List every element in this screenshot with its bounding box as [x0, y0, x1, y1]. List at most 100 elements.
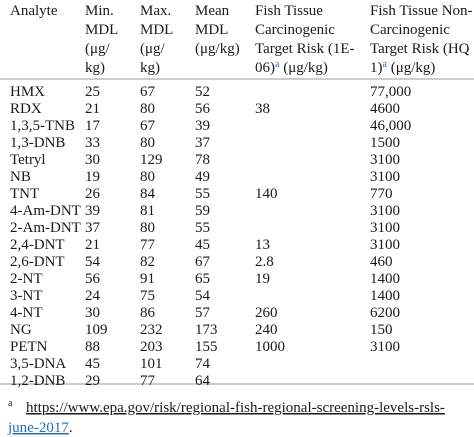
header-text: Carcinogenic	[370, 22, 450, 38]
cell-value: 86	[140, 305, 156, 321]
cell-value: 2.8	[255, 254, 274, 270]
cell-value: 80	[140, 169, 155, 185]
cell-value: 55	[195, 220, 210, 236]
header-text: 1)a (μg/kg)	[370, 59, 435, 76]
header-text: (μg/kg)	[279, 60, 327, 76]
cell-value: 203	[140, 339, 163, 355]
cell-value: 30	[85, 305, 100, 321]
analyte-name: 2-NT	[10, 271, 43, 287]
cell-value: 21	[85, 101, 100, 117]
cell-value: 39	[195, 118, 210, 134]
cell-value: 56	[85, 271, 101, 287]
cell-value: 54	[195, 288, 211, 304]
footnote-link: june-2017.	[7, 420, 73, 436]
header-text: Max.	[140, 3, 171, 19]
header-text: (μg/	[140, 41, 166, 57]
analyte-name: 2,6-DNT	[10, 254, 65, 270]
cell-value: 4600	[370, 101, 400, 117]
analyte-name: 1,3,5-TNB	[10, 118, 75, 134]
cell-value: 67	[140, 118, 156, 134]
footnote-marker: a	[275, 59, 280, 70]
cell-value: 19	[85, 169, 100, 185]
cell-value: 57	[195, 305, 211, 321]
cell-value: 1400	[370, 271, 400, 287]
analyte-name: RDX	[10, 101, 42, 117]
analyte-name: 3,5-DNA	[10, 356, 66, 372]
header-text: Min.	[85, 3, 114, 19]
header-text: kg)	[85, 60, 105, 76]
cell-value: 77	[140, 373, 156, 389]
cell-value: 55	[195, 186, 210, 202]
cell-value: 38	[255, 101, 270, 117]
cell-value: 17	[85, 118, 101, 134]
cell-value: 6200	[370, 305, 400, 321]
cell-value: 150	[370, 322, 393, 338]
cell-value: 59	[195, 203, 210, 219]
cell-value: 21	[85, 237, 100, 253]
cell-value: 74	[195, 356, 211, 372]
cell-value: 1000	[255, 339, 285, 355]
header-text: Mean	[195, 3, 230, 19]
cell-value: 54	[85, 254, 101, 270]
analyte-name: 4-NT	[10, 305, 43, 321]
cell-value: 101	[140, 356, 163, 372]
analyte-name: HMX	[10, 84, 45, 100]
cell-value: 155	[195, 339, 218, 355]
cell-value: 91	[140, 271, 155, 287]
analyte-name: 1,3-DNB	[10, 135, 65, 151]
cell-value: 45	[85, 356, 100, 372]
header-text: Target Risk (HQ =	[370, 41, 474, 57]
analyte-name: 3-NT	[10, 288, 43, 304]
header-text: Fish Tissue Non-	[370, 3, 473, 19]
cell-value: 82	[140, 254, 155, 270]
cell-value: 260	[255, 305, 278, 321]
analyte-name: NB	[10, 169, 31, 185]
cell-value: 26	[85, 186, 101, 202]
cell-value: 78	[195, 152, 210, 168]
cell-value: 140	[255, 186, 278, 202]
header-text: Target Risk (1E-	[255, 41, 355, 57]
cell-value: 45	[195, 237, 210, 253]
cell-value: 19	[255, 271, 270, 287]
cell-value: 173	[195, 322, 218, 338]
footnote-marker: a	[383, 59, 388, 70]
cell-value: 3100	[370, 237, 400, 253]
analyte-name: Tetryl	[10, 152, 46, 168]
cell-value: 129	[140, 152, 163, 168]
footnote-link: june-2017	[7, 420, 69, 436]
cell-value: 1500	[370, 135, 400, 151]
cell-value: 25	[85, 84, 100, 100]
header-text: kg)	[140, 60, 160, 76]
cell-value: 240	[255, 322, 278, 338]
cell-value: 37	[195, 135, 211, 151]
header-text: Carcinogenic	[255, 22, 335, 38]
cell-value: 29	[85, 373, 100, 389]
cell-value: 460	[370, 254, 393, 270]
cell-value: 67	[140, 84, 156, 100]
cell-value: 46,000	[370, 118, 411, 134]
header-text: 1)	[370, 60, 383, 76]
cell-value: 88	[85, 339, 100, 355]
cell-value: 39	[85, 203, 100, 219]
cell-value: 80	[140, 101, 155, 117]
footnote-marker: a	[8, 398, 13, 409]
analyte-name: 2,4-DNT	[10, 237, 65, 253]
cell-value: 3100	[370, 220, 400, 236]
cell-value: 33	[85, 135, 100, 151]
cell-value: 56	[195, 101, 211, 117]
footnote-link: https://www.epa.gov/risk/regional-fish-r…	[26, 400, 445, 416]
footnote-text: .	[69, 420, 73, 436]
cell-value: 84	[140, 186, 156, 202]
header-text: MDL	[85, 22, 118, 38]
cell-value: 3100	[370, 152, 400, 168]
cell-value: 3100	[370, 169, 400, 185]
cell-value: 64	[195, 373, 211, 389]
header-text: (μg/	[85, 41, 111, 57]
header-text: MDL	[195, 22, 228, 38]
analyte-name: TNT	[10, 186, 39, 202]
cell-value: 37	[85, 220, 101, 236]
cell-value: 3100	[370, 339, 400, 355]
analyte-name: 1,2-DNB	[10, 373, 65, 389]
cell-value: 67	[195, 254, 211, 270]
